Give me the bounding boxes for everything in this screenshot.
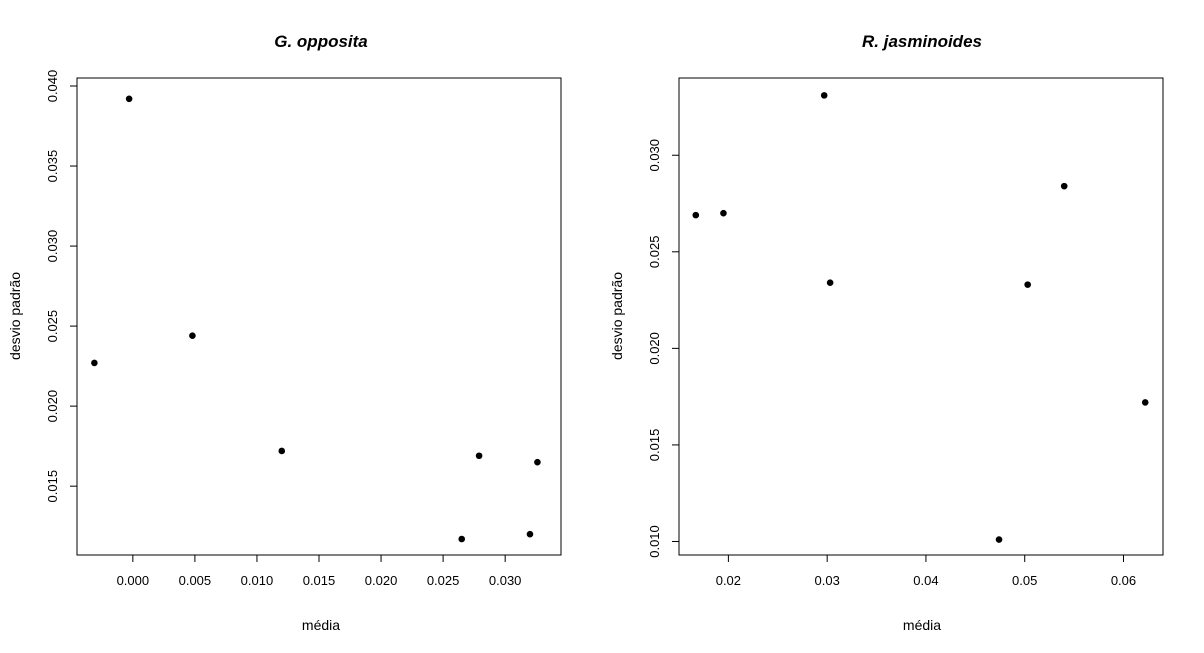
x-tick-label: 0.015	[303, 573, 336, 588]
y-axis-label: desvio padrão	[7, 272, 23, 360]
plot-frame	[678, 77, 1164, 556]
plot-frame	[76, 77, 562, 556]
data-point	[692, 211, 700, 219]
chart-title: R. jasminoides	[862, 32, 982, 51]
x-tick-label: 0.020	[365, 573, 398, 588]
data-point	[526, 530, 534, 538]
x-tick-label: 0.03	[815, 573, 840, 588]
y-axis: 0.010 0.015 0.020 0.025 0.030	[647, 139, 680, 558]
data-points	[91, 95, 541, 543]
data-point	[91, 359, 98, 367]
data-point	[1141, 399, 1149, 406]
data-points	[692, 92, 1149, 543]
y-tick-label: 0.020	[45, 390, 60, 423]
x-tick-label: 0.025	[427, 573, 460, 588]
data-point	[720, 209, 727, 217]
data-point	[475, 452, 483, 460]
x-tick-label: 0.010	[241, 573, 274, 588]
data-point	[534, 458, 541, 466]
data-point	[278, 447, 286, 455]
y-tick-label: 0.025	[647, 236, 662, 269]
x-tick-label: 0.030	[489, 573, 522, 588]
y-tick-label: 0.020	[647, 332, 662, 365]
x-axis: 0.000 0.005 0.010 0.015 0.020 0.025 0.030	[117, 554, 522, 588]
x-axis: 0.02 0.03 0.04 0.05 0.06	[716, 554, 1136, 588]
y-tick-label: 0.025	[45, 310, 60, 343]
x-tick-label: 0.000	[117, 573, 150, 588]
data-point	[995, 536, 1003, 543]
x-tick-label: 0.02	[716, 573, 741, 588]
y-tick-label: 0.035	[45, 150, 60, 183]
y-tick-label: 0.030	[45, 230, 60, 263]
data-point	[1024, 281, 1031, 288]
x-axis-label: média	[302, 617, 340, 633]
chart-title: G. opposita	[274, 32, 368, 51]
data-point	[820, 92, 828, 99]
y-tick-label: 0.040	[45, 70, 60, 103]
y-axis-label: desvio padrão	[609, 272, 625, 360]
data-point	[189, 332, 196, 340]
data-point	[826, 279, 834, 287]
x-tick-label: 0.04	[913, 573, 938, 588]
chart-panel-r-jasminoides: R. jasminoides média desvio padrão 0.02 0…	[609, 32, 1164, 633]
data-point	[125, 95, 133, 103]
data-point	[1060, 182, 1068, 190]
x-tick-label: 0.05	[1012, 573, 1037, 588]
x-axis-label: média	[903, 617, 941, 633]
y-tick-label: 0.015	[45, 470, 60, 503]
y-tick-label: 0.015	[647, 429, 662, 462]
x-tick-label: 0.005	[179, 573, 212, 588]
data-point	[458, 535, 466, 543]
y-tick-label: 0.030	[647, 139, 662, 172]
x-tick-label: 0.06	[1111, 573, 1136, 588]
y-tick-label: 0.010	[647, 525, 662, 558]
chart-panel-g-opposita: G. opposita média desvio padrão 0.000 0.0…	[7, 32, 562, 633]
y-axis: 0.015 0.020 0.025 0.030 0.035 0.040	[45, 70, 78, 503]
